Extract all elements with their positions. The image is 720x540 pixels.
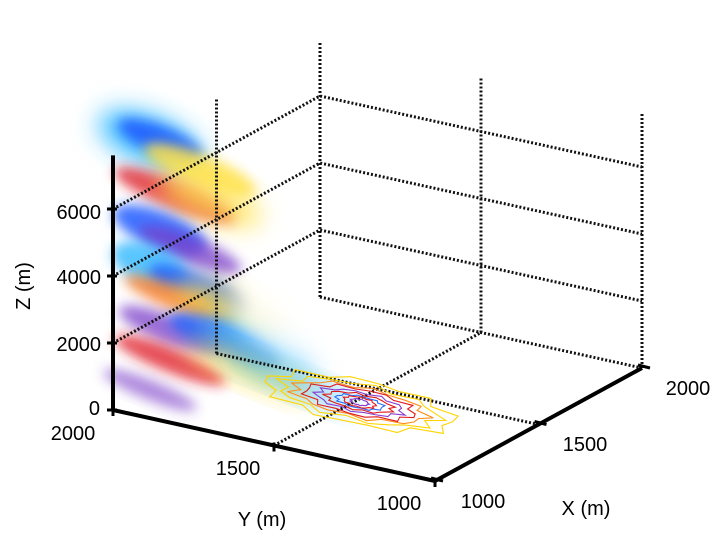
contour-5 [322,390,398,414]
contour-7 [342,395,378,409]
grid-floor-x-2000 [319,295,643,370]
volume-blob-17 [103,369,197,411]
y-tick-label-1000: 1000 [377,493,422,515]
contour-6 [333,392,387,412]
z-tick-label-6000: 6000 [57,202,102,224]
x-axis-title: X (m) [562,498,611,520]
volume-blob-14 [203,317,317,373]
volume-blob-3 [144,143,256,197]
contour-4 [311,386,408,418]
x-tick-label-1500: 1500 [563,434,608,456]
contour-0 [264,368,460,435]
contour-8 [348,397,372,407]
volume-blob-7 [138,225,242,275]
volume-blob-5 [158,172,262,228]
contour-2 [287,380,434,425]
x-tick-1000 [430,476,444,483]
x-tick-label-1000: 1000 [461,491,506,513]
x-tick-2000 [637,363,651,370]
x-tick-label-2000: 2000 [666,378,711,400]
contour-1 [274,375,448,429]
volume-blob-15 [114,334,226,386]
z-axis-title: Z (m) [13,262,35,310]
z-tick-label-4000: 4000 [57,267,102,289]
z-tick-label-2000: 2000 [57,334,102,356]
ground-contours [264,368,460,435]
grid-floor-y-1500 [273,331,482,447]
z-tick-label-0: 0 [89,398,100,420]
volume-blob-19 [233,274,367,366]
y-tick-label-1500: 1500 [216,458,261,480]
volume-slice [98,108,367,411]
axis-ticks [107,207,651,487]
y-tick-label-2000: 2000 [51,423,96,445]
y-axis-title: Y (m) [238,509,287,531]
x-tick-1500 [534,420,547,426]
contour-3 [300,383,416,423]
x-axis-line [434,366,643,483]
